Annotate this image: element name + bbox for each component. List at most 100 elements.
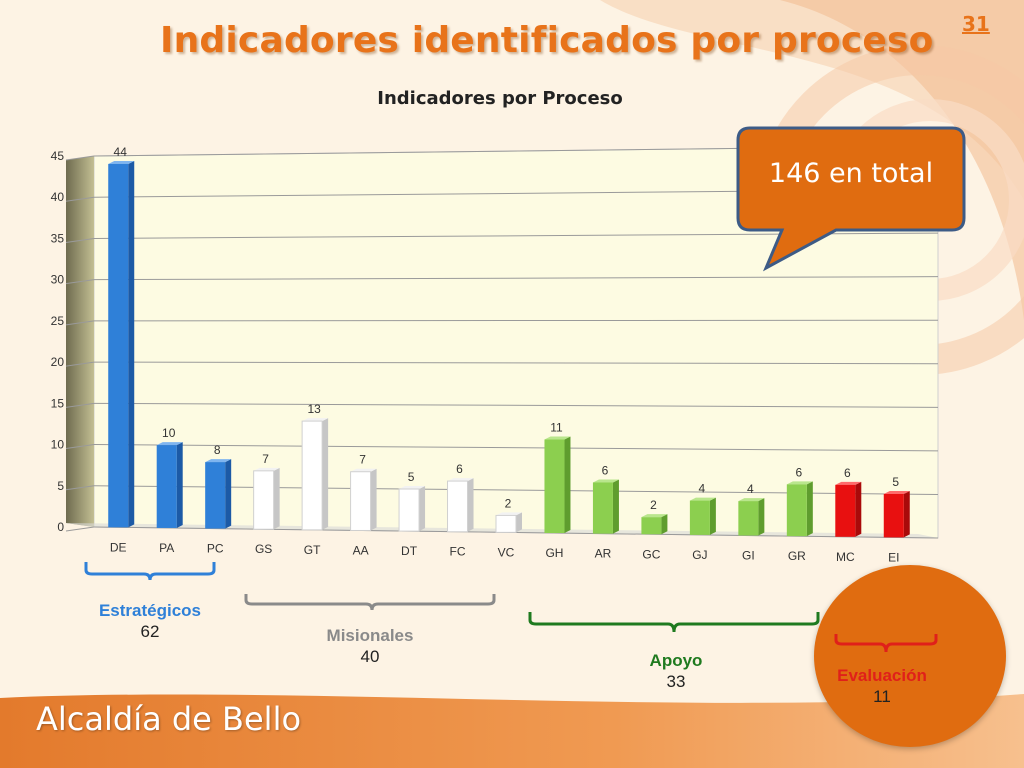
slide-title: Indicadores identificados por proceso (160, 20, 934, 61)
bar-top (883, 490, 910, 494)
callout-text: 146 en total (768, 158, 934, 189)
bar-side (273, 467, 280, 530)
y-tick-label: 15 (51, 396, 65, 410)
bar-value-label: 11 (550, 421, 563, 435)
bar: 2 (641, 498, 668, 535)
bar-side (419, 486, 426, 532)
bar-value-label: 4 (699, 482, 706, 496)
bar-value-label: 44 (114, 145, 128, 159)
bar: 6 (786, 465, 813, 537)
group-name: Evaluación (837, 666, 927, 685)
y-tick-label: 0 (57, 520, 64, 534)
bar-face (253, 470, 275, 530)
bar: 6 (592, 463, 619, 534)
bar-face (205, 462, 226, 529)
x-tick-label: AR (595, 547, 612, 561)
y-tick-label: 35 (51, 231, 65, 245)
x-axis-labels: DE PA PC GS GT AA DT FC VC GH AR GC GJ GI GR MC EI (110, 540, 900, 564)
bar: 6 (835, 466, 862, 537)
bar-value-label: 6 (844, 466, 851, 480)
bar-top (738, 498, 765, 502)
bar-face (398, 488, 420, 532)
side-gridline (65, 320, 95, 326)
x-tick-label: GT (304, 543, 321, 557)
bar-face (108, 163, 129, 528)
bar-side (758, 498, 765, 536)
bar: 7 (253, 452, 280, 530)
x-tick-label: GJ (692, 548, 707, 562)
slide-number: 31 (962, 12, 990, 36)
side-gridline (65, 485, 95, 491)
bar-value-label: 4 (747, 482, 754, 496)
bar-top (302, 418, 329, 422)
bar-value-label: 10 (162, 426, 176, 440)
x-tick-label: EI (888, 550, 899, 564)
x-tick-label: DT (401, 544, 418, 558)
x-tick-label: PA (159, 541, 174, 555)
x-tick-label: PC (207, 542, 224, 556)
bar-top (156, 442, 183, 446)
bar-value-label: 8 (214, 443, 221, 457)
side-gridline (65, 444, 95, 450)
bar: 4 (689, 482, 716, 535)
bar-top (835, 481, 862, 485)
group-estrategicos: Estratégicos 62 (80, 600, 220, 642)
group-misionales: Misionales 40 (300, 625, 440, 667)
bar-top (253, 467, 280, 471)
bar-face (738, 501, 759, 536)
brace-apoyo (528, 612, 820, 633)
group-count: 11 (873, 687, 891, 706)
bar-side (903, 490, 910, 538)
bar-face (156, 445, 177, 528)
footer-band (0, 694, 1024, 768)
bar-face (350, 471, 372, 531)
group-count: 62 (140, 622, 160, 641)
bar-face (835, 484, 856, 537)
x-tick-label: GI (742, 549, 755, 563)
bar-side (564, 436, 571, 534)
group-name: Apoyo (649, 651, 703, 670)
bar: 5 (883, 475, 910, 538)
bar-side (467, 478, 474, 532)
group-evaluacion: Evaluación 11 (812, 665, 952, 707)
bar-side (612, 479, 619, 534)
bar-side (322, 418, 329, 530)
side-wall (66, 156, 94, 527)
bar-side (709, 497, 716, 535)
bar: 11 (544, 421, 571, 534)
bar-value-label: 6 (795, 465, 802, 479)
y-tick-label: 5 (57, 479, 64, 493)
bar: 13 (301, 402, 329, 531)
bar-face (786, 484, 807, 537)
bar: 10 (156, 426, 183, 528)
bar-face (883, 493, 904, 538)
bar-top (592, 479, 619, 483)
bar-value-label: 2 (505, 496, 512, 510)
bar-value-label: 5 (408, 470, 415, 484)
x-tick-label: GR (788, 549, 806, 563)
x-tick-label: FC (450, 545, 466, 559)
group-name: Estratégicos (98, 601, 202, 620)
y-tick-label: 10 (51, 438, 65, 452)
gridline (93, 319, 939, 322)
bar-top (689, 497, 716, 501)
y-tick-label: 40 (51, 190, 65, 204)
gridline (93, 276, 939, 281)
evaluation-circle (814, 565, 1006, 747)
x-tick-label: AA (353, 543, 369, 557)
bar-top (641, 514, 668, 518)
bar-top (399, 486, 426, 490)
group-count: 33 (666, 672, 686, 691)
bar-value-label: 6 (456, 462, 463, 476)
bar: 6 (447, 462, 474, 533)
side-gridline (65, 196, 95, 202)
bar: 7 (350, 453, 377, 531)
bar-top (350, 468, 377, 472)
side-gridline (65, 402, 95, 408)
bar-face (641, 517, 662, 535)
bar-top (544, 436, 571, 440)
bar-value-label: 6 (602, 463, 609, 477)
brace-estrategicos (84, 562, 216, 581)
bar-top (786, 481, 813, 485)
